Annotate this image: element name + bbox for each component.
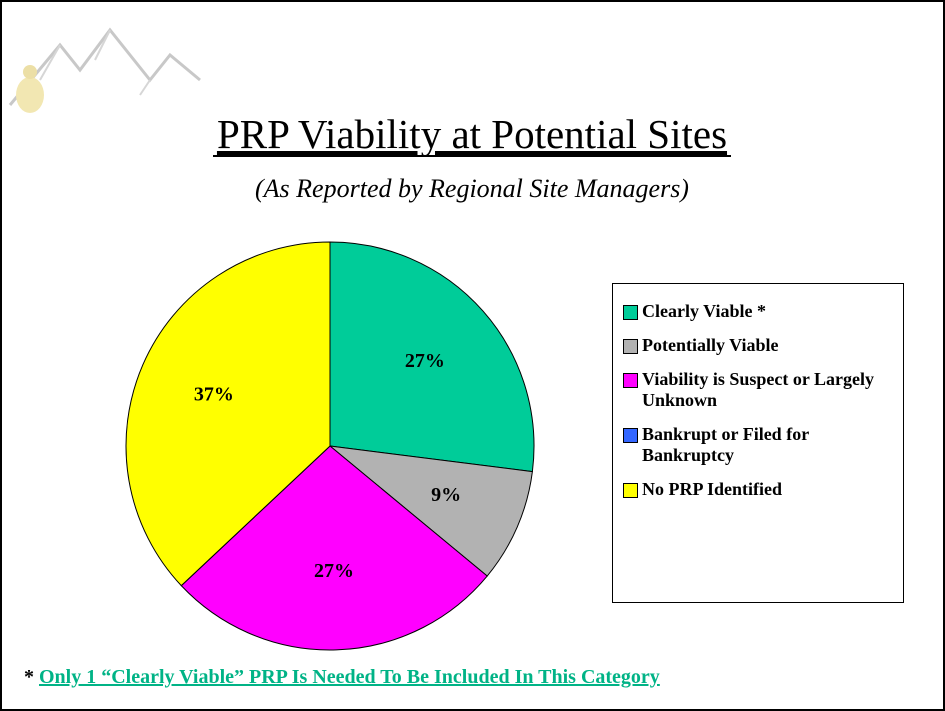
legend-swatch: [623, 339, 638, 354]
legend: Clearly Viable * Potentially Viable Viabil…: [612, 283, 904, 603]
data-label: 27%: [405, 350, 445, 372]
footnote: * Only 1 “Clearly Viable” PRP Is Needed …: [24, 666, 660, 689]
legend-swatch: [623, 428, 638, 443]
data-label: 37%: [194, 383, 234, 405]
legend-label: Potentially Viable: [642, 335, 882, 356]
legend-entry: Viability is Suspect or Largely Unknown: [623, 369, 895, 411]
footnote-marker: *: [24, 666, 34, 688]
legend-label: Clearly Viable *: [642, 301, 882, 322]
legend-label: Viability is Suspect or Largely Unknown: [642, 369, 882, 411]
legend-label: No PRP Identified: [642, 479, 882, 500]
slide: PRP Viability at Potential Sites (As Rep…: [0, 0, 945, 711]
chart-title: PRP Viability at Potential Sites: [217, 111, 727, 157]
footnote-text: Only 1 “Clearly Viable” PRP Is Needed To…: [39, 666, 660, 688]
legend-entry: Potentially Viable: [623, 335, 895, 356]
data-label: 27%: [314, 560, 354, 582]
legend-swatch: [623, 305, 638, 320]
legend-entry: Clearly Viable *: [623, 301, 895, 322]
legend-swatch: [623, 483, 638, 498]
data-label: 9%: [431, 484, 461, 506]
legend-entry: No PRP Identified: [623, 479, 895, 500]
logo: [10, 30, 200, 113]
legend-swatch: [623, 373, 638, 388]
legend-label: Bankrupt or Filed for Bankruptcy: [642, 424, 882, 466]
chart-subtitle: (As Reported by Regional Site Managers): [255, 174, 689, 203]
pie: 27% 9% 27% 37%: [126, 242, 534, 650]
legend-entry: Bankrupt or Filed for Bankruptcy: [623, 424, 895, 466]
